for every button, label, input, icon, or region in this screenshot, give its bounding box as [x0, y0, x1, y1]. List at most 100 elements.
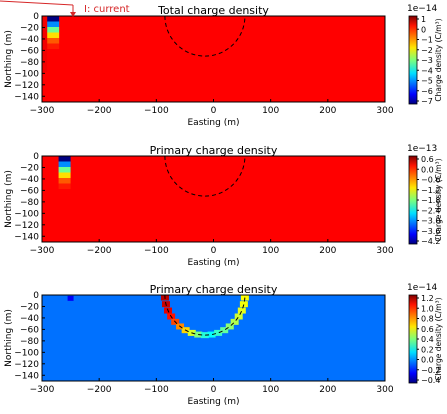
x-tick-label: 300 — [376, 106, 393, 116]
boundary-charge-cell — [234, 313, 243, 320]
colorbar-tick-label: 0.2 — [421, 345, 434, 354]
source-cell — [47, 32, 60, 39]
colorbar-label: Charge density (C/m³) — [434, 158, 443, 241]
y-tick-label: −100 — [14, 209, 39, 219]
boundary-charge-cell — [230, 318, 239, 325]
heatmap-background — [42, 16, 385, 102]
annotation-leader-line — [0, 0, 74, 6]
boundary-charge-cell — [240, 294, 249, 301]
colorbar-tick-label: 1 — [421, 15, 426, 24]
colorbar-tick-label: −4 — [421, 66, 433, 75]
source-cell — [58, 167, 71, 173]
x-tick-label: 200 — [319, 106, 336, 116]
boundary-charge-cell — [237, 307, 246, 314]
y-tick-label: −120 — [14, 221, 39, 231]
sphere-outline — [164, 15, 246, 57]
source-cell — [47, 21, 60, 28]
colorbar-tick-label: 1.2 — [421, 294, 434, 303]
x-tick-label: 0 — [211, 246, 217, 256]
source-cell — [58, 156, 71, 162]
annotation-label: I: current — [84, 4, 130, 15]
chart-panel-2: −300 −200 −100 0 100 200 3000−20−40−60−80−100−… — [4, 144, 443, 268]
colorbar-tick-label: 0.0 — [421, 356, 434, 365]
source-halo — [42, 16, 48, 72]
x-tick-label: −100 — [144, 106, 169, 116]
x-tick-label: −300 — [30, 385, 55, 395]
y-tick-label: −120 — [14, 81, 39, 91]
boundary-charge-cell — [200, 332, 209, 339]
y-tick-label: −20 — [20, 302, 39, 312]
colorbar-tick-label: 0.0 — [421, 165, 434, 174]
boundary-charge-cell — [225, 323, 234, 330]
x-tick-label: −300 — [30, 246, 55, 256]
boundary-charge-cell — [239, 301, 248, 308]
y-axis-label: Northing (m) — [4, 30, 14, 88]
x-tick-label: 0 — [211, 385, 217, 395]
x-axis-label: Easting (m) — [188, 397, 240, 407]
y-tick-label: −20 — [20, 163, 39, 173]
x-tick-label: 100 — [262, 106, 279, 116]
y-tick-label: 0 — [33, 291, 39, 301]
source-cell — [47, 38, 60, 44]
x-axis-label: Easting (m) — [188, 118, 240, 128]
colorbar: 1e−130.60.0 −0.6−1.2−1.8−2.4 −3.0−3.6−4.2C… — [407, 144, 443, 246]
colorbar-tick-label: −1 — [421, 36, 433, 45]
chart-title: Primary charge density — [150, 144, 278, 157]
colorbar-gradient — [408, 155, 418, 245]
y-axis-label: Northing (m) — [4, 309, 14, 367]
chart-title: Primary charge density — [150, 283, 278, 296]
heatmap-background — [42, 156, 385, 242]
y-tick-label: −20 — [20, 23, 39, 33]
y-tick-label: −100 — [14, 69, 39, 79]
y-tick-label: −140 — [14, 92, 39, 102]
colorbar-label: Charge density (C/m³) — [434, 297, 443, 380]
x-tick-label: 300 — [376, 385, 393, 395]
colorbar-tick-label: 0 — [421, 25, 426, 34]
colorbar-exponent: 1e−14 — [407, 283, 438, 293]
colorbar: 1e−141.21.0 0.80.60.40.2 0.0−0.2−0.4Charge… — [407, 283, 443, 385]
current-annotation: I: current — [0, 0, 130, 17]
y-axis-label: Northing (m) — [4, 170, 14, 228]
x-tick-label: 100 — [262, 246, 279, 256]
colorbar-tick-label: −2 — [421, 46, 433, 55]
boundary-charge-cell — [207, 331, 216, 338]
chart-panel-1: −300 −200 −100 0 100 200 3000−20−40−60−80−100−… — [4, 4, 443, 128]
colorbar-tick-label: 0.8 — [421, 315, 434, 324]
colorbar-tick-label: 0.4 — [421, 335, 434, 344]
x-tick-label: 300 — [376, 246, 393, 256]
chart-title: Total charge density — [157, 4, 269, 17]
source-cell — [58, 178, 71, 184]
colorbar-tick-label: −2.4 — [421, 206, 440, 215]
colorbar-gradient — [408, 294, 418, 384]
colorbar-tick-label: 1.0 — [421, 304, 434, 313]
colorbar-tick-label: −0.2 — [421, 366, 440, 375]
x-axis-label: Easting (m) — [188, 258, 240, 268]
colorbar-tick-label: −3 — [421, 56, 433, 65]
colorbar-tick-label: −0.6 — [421, 176, 440, 185]
y-tick-label: −80 — [20, 337, 39, 347]
sphere-outline — [164, 155, 246, 197]
y-tick-label: −140 — [14, 232, 39, 242]
x-tick-label: 200 — [319, 246, 336, 256]
source-cell — [58, 183, 71, 190]
x-tick-label: −100 — [144, 246, 169, 256]
colorbar-gradient — [408, 15, 418, 105]
colorbar-tick-label: −4.2 — [421, 237, 440, 246]
colorbar-tick-label: −6 — [421, 87, 433, 96]
y-tick-label: −120 — [14, 360, 39, 370]
y-tick-label: −80 — [20, 58, 39, 68]
x-tick-label: −200 — [87, 246, 112, 256]
y-tick-label: −60 — [20, 186, 39, 196]
colorbar-label: Charge density (C/m³) — [434, 18, 443, 101]
y-tick-label: −60 — [20, 46, 39, 56]
x-tick-label: −200 — [87, 385, 112, 395]
colorbar-exponent: 1e−14 — [407, 4, 438, 14]
heatmap-background — [42, 295, 385, 381]
y-tick-label: −60 — [20, 325, 39, 335]
boundary-charge-cell — [220, 327, 229, 334]
y-tick-label: 0 — [33, 152, 39, 162]
colorbar-tick-label: −1.8 — [421, 196, 440, 205]
x-tick-label: −200 — [87, 106, 112, 116]
y-tick-label: 0 — [33, 12, 39, 22]
